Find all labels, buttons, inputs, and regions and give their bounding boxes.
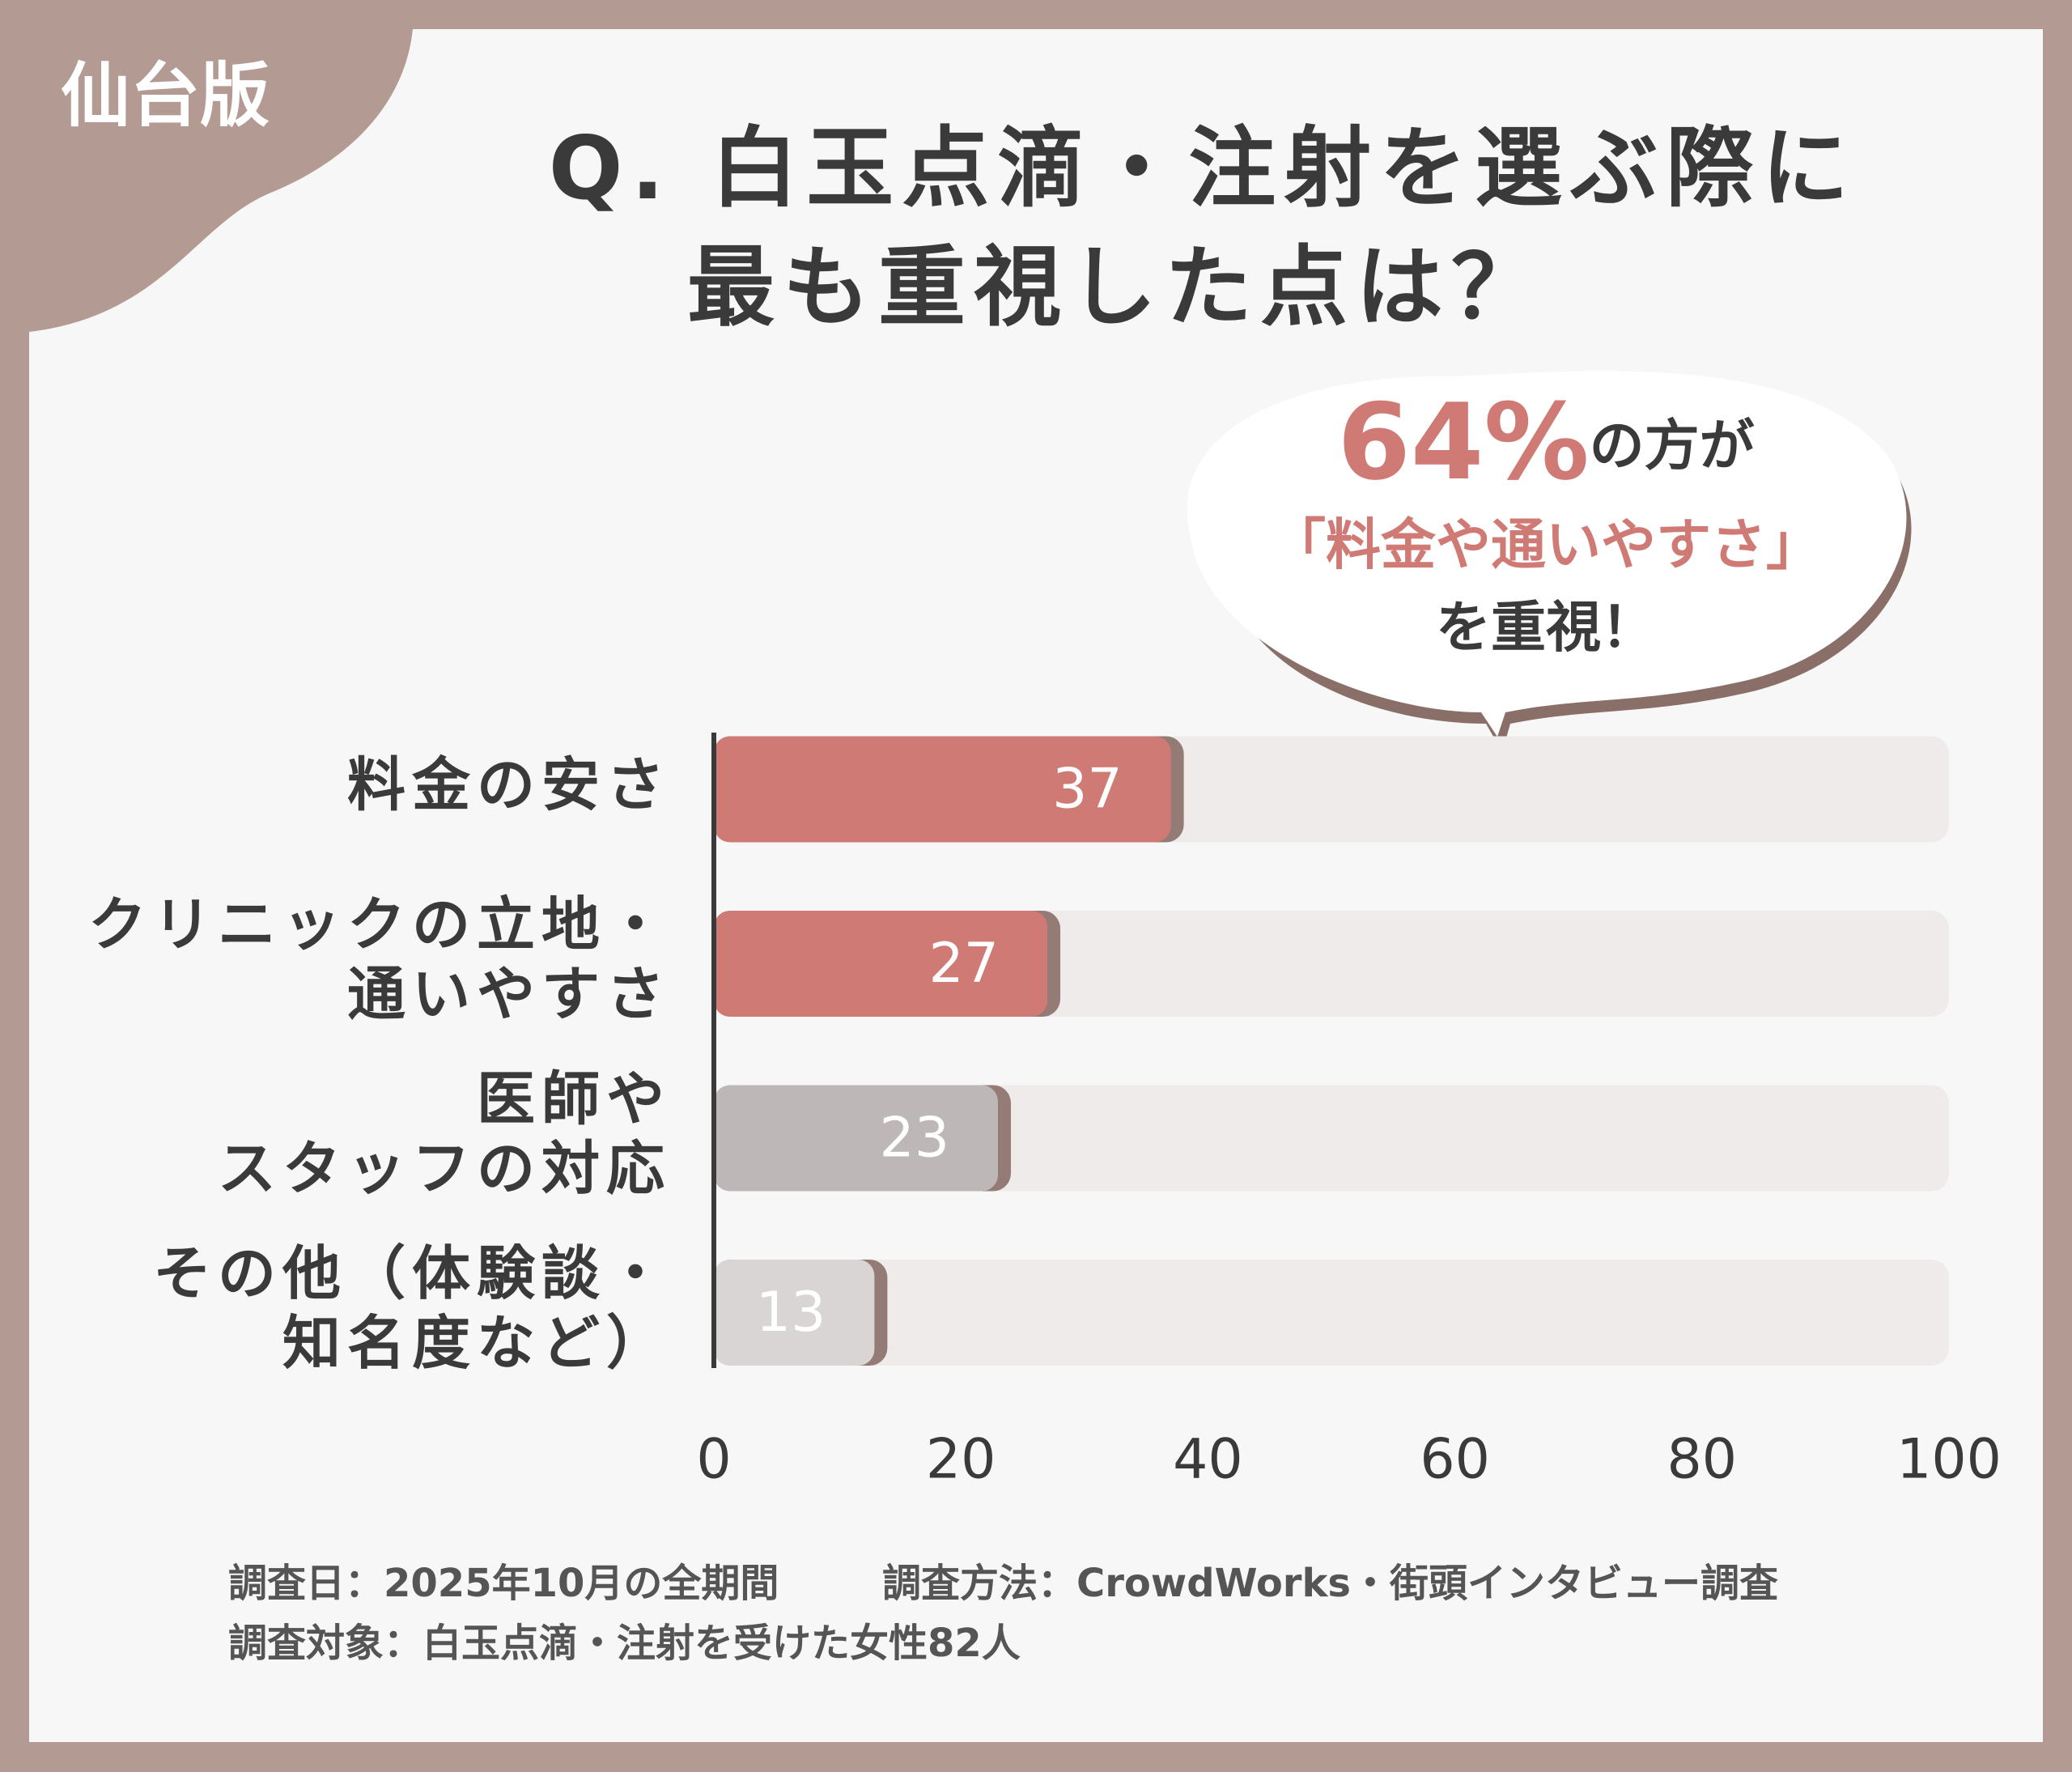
bar [714, 911, 1048, 1017]
title: Q. 白玉点滴・注射を選ぶ際に 最も重視した点は？ [549, 118, 1857, 338]
bar [714, 1085, 998, 1192]
footnote: 調査対象：白玉点滴・注射を受けた女性82人 [228, 1621, 1021, 1666]
x-tick-label: 60 [1420, 1428, 1490, 1492]
callout-bubble [1187, 371, 1907, 737]
value-label: 13 [756, 1281, 826, 1345]
x-tick-label: 0 [696, 1428, 731, 1492]
value-label: 27 [928, 932, 999, 996]
x-tick-label: 20 [926, 1428, 996, 1492]
bar [714, 736, 1171, 843]
y-tick-label: 医師や [477, 1065, 671, 1133]
x-tick-label: 100 [1896, 1428, 2002, 1492]
y-tick-label: 料金の安さ [347, 751, 671, 819]
footnote: 調査方法：CrowdWorks・街頭インタビュー調査 [882, 1561, 1778, 1606]
value-label: 23 [879, 1107, 949, 1171]
y-tick-label: スタッフの対応 [218, 1135, 671, 1203]
callout-text: 「料金や通いやすさ」 [1271, 514, 1821, 578]
callout-highlight: 64% [1337, 380, 1589, 504]
footnote: 調査日：2025年10月の全期間 [228, 1561, 779, 1606]
footnotes: 調査日：2025年10月の全期間 調査方法：CrowdWorks・街頭インタビュ… [228, 1561, 1778, 1666]
chart-title: 最も重視した点は？ [687, 237, 1547, 338]
callout-text: を重視！ [1436, 597, 1656, 661]
callout-text: の方が [1590, 414, 1755, 478]
value-label: 37 [1052, 758, 1123, 822]
corner-blob [29, 29, 413, 332]
callout-line: 64%の方が [1337, 380, 1754, 504]
x-tick-label: 40 [1173, 1428, 1243, 1492]
badge: 仙台版 [61, 55, 270, 136]
bar-track [714, 1260, 1949, 1366]
y-tick-label: クリニックの立地・ [88, 890, 671, 958]
bar [714, 1260, 875, 1366]
panel [29, 29, 2043, 1742]
y-tick-label: 通いやすさ [347, 960, 671, 1028]
x-tick-label: 80 [1667, 1428, 1738, 1492]
bar-track [714, 1085, 1949, 1192]
y-tick-label: 知名度など） [282, 1309, 671, 1377]
y-tick-label: その他（体験談・ [153, 1239, 671, 1307]
chart-title: Q. 白玉点滴・注射を選ぶ際に [549, 118, 1857, 219]
